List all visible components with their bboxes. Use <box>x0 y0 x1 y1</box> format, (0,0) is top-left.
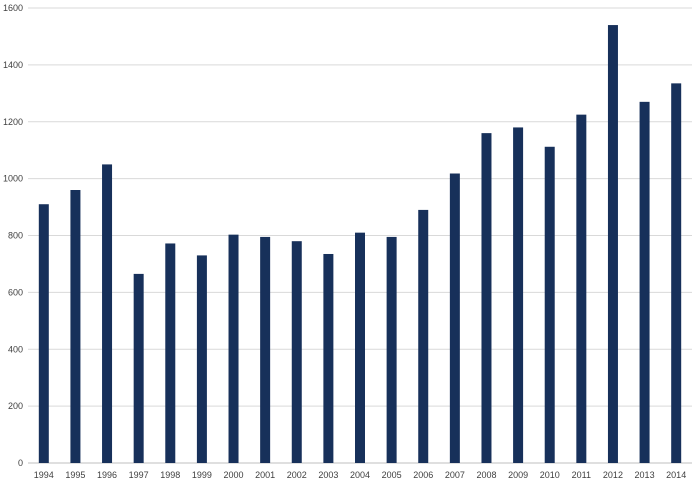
bar-2000 <box>228 234 239 463</box>
bar-2008 <box>481 133 492 463</box>
x-tick-label: 2011 <box>572 470 591 480</box>
x-tick-label: 2008 <box>476 470 496 480</box>
bar-2013 <box>639 101 650 463</box>
x-tick-label: 2009 <box>508 470 528 480</box>
bar-2010 <box>544 146 555 463</box>
y-tick-label: 1200 <box>3 117 23 127</box>
y-axis: 0 200 400 600 800 1000 1200 1400 1600 <box>3 3 23 468</box>
bar-2012 <box>607 25 618 463</box>
bar-1994 <box>38 204 49 463</box>
bar-2001 <box>260 236 271 463</box>
y-tick-label: 200 <box>8 401 23 411</box>
x-tick-label: 2014 <box>666 470 686 480</box>
x-tick-label: 2013 <box>635 470 655 480</box>
bar-2002 <box>291 241 302 463</box>
x-tick-label: 1995 <box>65 470 85 480</box>
x-tick-label: 2004 <box>350 470 370 480</box>
bar-1995 <box>70 190 81 463</box>
x-axis: 1994 1995 1996 1997 1998 1999 2000 2001 2002 2003… <box>34 470 686 480</box>
x-tick-label: 1996 <box>97 470 117 480</box>
x-tick-label: 2002 <box>287 470 307 480</box>
y-tick-label: 1000 <box>3 174 23 184</box>
y-tick-label: 0 <box>18 458 23 468</box>
x-tick-label: 2003 <box>318 470 338 480</box>
bar-1999 <box>196 255 207 463</box>
y-tick-label: 1600 <box>3 3 23 13</box>
bar-1998 <box>165 243 176 463</box>
x-tick-label: 2005 <box>382 470 402 480</box>
bar-2009 <box>513 127 524 463</box>
x-tick-label: 2012 <box>603 470 623 480</box>
y-tick-label: 600 <box>8 287 23 297</box>
bar-2006 <box>418 209 429 463</box>
bar-2005 <box>386 236 397 463</box>
bar-2004 <box>355 232 365 463</box>
x-tick-label: 2010 <box>540 470 560 480</box>
bar-2014 <box>671 83 682 463</box>
y-tick-label: 400 <box>8 344 23 354</box>
x-tick-label: 2007 <box>445 470 465 480</box>
y-tick-label: 800 <box>8 231 23 241</box>
x-tick-label: 1997 <box>129 470 149 480</box>
y-tick-label: 1400 <box>3 60 23 70</box>
bar-2007 <box>449 173 460 463</box>
bar-2011 <box>576 114 587 463</box>
x-tick-label: 2001 <box>255 470 275 480</box>
bar-1997 <box>133 273 144 463</box>
x-tick-label: 2000 <box>224 470 244 480</box>
x-tick-label: 1999 <box>192 470 212 480</box>
x-tick-label: 1998 <box>160 470 180 480</box>
x-tick-label: 1994 <box>34 470 54 480</box>
x-tick-label: 2006 <box>413 470 433 480</box>
bars <box>38 25 682 463</box>
bar-1996 <box>102 164 113 463</box>
bar-2003 <box>323 253 334 463</box>
